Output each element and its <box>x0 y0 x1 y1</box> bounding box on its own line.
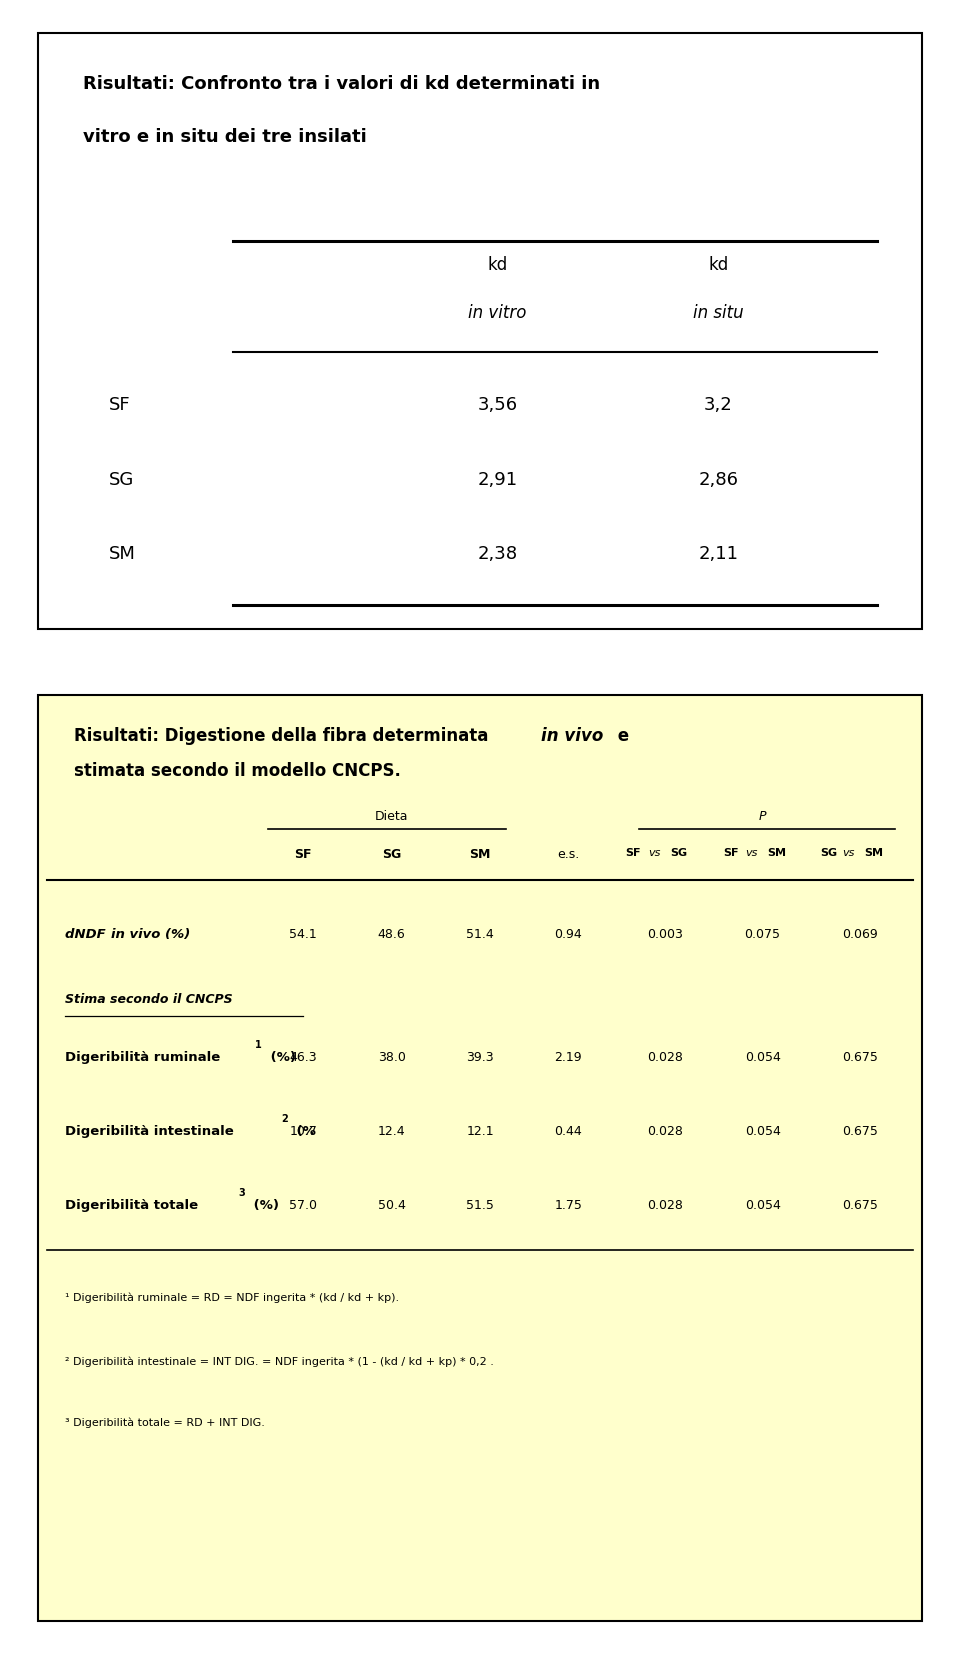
Text: (%: (% <box>292 1125 316 1138</box>
Text: 38.0: 38.0 <box>377 1052 406 1064</box>
Text: 10.7: 10.7 <box>289 1125 318 1138</box>
Text: 0.028: 0.028 <box>648 1052 684 1064</box>
Text: 0.675: 0.675 <box>842 1199 877 1212</box>
Text: 0.675: 0.675 <box>842 1052 877 1064</box>
Text: in situ: in situ <box>693 304 744 323</box>
Text: 3,56: 3,56 <box>478 397 517 414</box>
Text: Dieta: Dieta <box>375 810 408 824</box>
Text: ¹ Digeribilità ruminale = RD = NDF ingerita * (kd / kd + kp).: ¹ Digeribilità ruminale = RD = NDF inger… <box>65 1292 399 1303</box>
Text: 2.19: 2.19 <box>555 1052 582 1064</box>
Text: Risultati: Confronto tra i valori di kd determinati in: Risultati: Confronto tra i valori di kd … <box>83 74 600 93</box>
Text: SG: SG <box>109 471 134 488</box>
Text: 39.3: 39.3 <box>467 1052 493 1064</box>
Text: 51.5: 51.5 <box>466 1199 494 1212</box>
Text: vitro e in situ dei tre insilati: vitro e in situ dei tre insilati <box>83 129 367 146</box>
Text: 0.44: 0.44 <box>555 1125 582 1138</box>
Text: 0.069: 0.069 <box>842 928 877 941</box>
Text: 2: 2 <box>281 1115 288 1125</box>
Text: 12.4: 12.4 <box>378 1125 405 1138</box>
Text: 0.94: 0.94 <box>555 928 582 941</box>
Text: 3,2: 3,2 <box>704 397 732 414</box>
Text: Digeribilità intestinale: Digeribilità intestinale <box>65 1125 238 1138</box>
Text: in vivo: in vivo <box>540 728 603 744</box>
Text: Digeribilità ruminale: Digeribilità ruminale <box>65 1052 225 1064</box>
Text: Stima secondo il CNCPS: Stima secondo il CNCPS <box>65 992 232 1006</box>
Text: Risultati: Digestione della fibra determinata: Risultati: Digestione della fibra determ… <box>74 728 493 744</box>
Text: kd: kd <box>488 256 508 275</box>
Text: ³ Digeribilità totale = RD + INT DIG.: ³ Digeribilità totale = RD + INT DIG. <box>65 1417 265 1427</box>
Text: dNDF: dNDF <box>65 928 110 941</box>
Text: SM: SM <box>864 847 883 857</box>
Text: 0.675: 0.675 <box>842 1125 877 1138</box>
Text: ² Digeribilità intestinale = INT DIG. = NDF ingerita * (1 - (kd / kd + kp) * 0,2: ² Digeribilità intestinale = INT DIG. = … <box>65 1356 493 1368</box>
Text: 0.054: 0.054 <box>745 1125 780 1138</box>
Text: 3: 3 <box>238 1188 245 1199</box>
Text: 0.054: 0.054 <box>745 1199 780 1212</box>
Text: in vivo (%): in vivo (%) <box>111 928 190 941</box>
Text: 0.054: 0.054 <box>745 1052 780 1064</box>
Text: 57.0: 57.0 <box>289 1199 318 1212</box>
Text: SM: SM <box>469 847 491 860</box>
FancyBboxPatch shape <box>38 33 922 629</box>
Text: e.s.: e.s. <box>557 847 580 860</box>
Text: P: P <box>758 810 766 824</box>
Text: SG: SG <box>820 847 837 857</box>
Text: 0.028: 0.028 <box>648 1125 684 1138</box>
Text: SF: SF <box>626 847 641 857</box>
Text: 2,11: 2,11 <box>699 546 738 562</box>
Text: vs: vs <box>842 847 854 857</box>
Text: Digeribilità totale: Digeribilità totale <box>65 1199 203 1212</box>
Text: SM: SM <box>767 847 786 857</box>
FancyBboxPatch shape <box>38 695 922 1621</box>
Text: 46.3: 46.3 <box>290 1052 317 1064</box>
Text: (%): (%) <box>266 1052 296 1064</box>
Text: 2,38: 2,38 <box>478 546 517 562</box>
Text: 2,86: 2,86 <box>699 471 738 488</box>
Text: 54.1: 54.1 <box>290 928 317 941</box>
Text: 0.003: 0.003 <box>648 928 684 941</box>
Text: in vitro: in vitro <box>468 304 527 323</box>
Text: SF: SF <box>109 397 131 414</box>
Text: SG: SG <box>670 847 687 857</box>
Text: (%): (%) <box>249 1199 278 1212</box>
Text: 0.028: 0.028 <box>648 1199 684 1212</box>
Text: SM: SM <box>109 546 136 562</box>
Text: 50.4: 50.4 <box>377 1199 406 1212</box>
Text: 51.4: 51.4 <box>467 928 493 941</box>
Text: SG: SG <box>382 847 401 860</box>
Text: vs: vs <box>648 847 660 857</box>
Text: vs: vs <box>745 847 757 857</box>
Text: 12.1: 12.1 <box>467 1125 493 1138</box>
Text: SF: SF <box>723 847 738 857</box>
Text: SF: SF <box>295 847 312 860</box>
Text: 1: 1 <box>255 1040 262 1050</box>
Text: 2,91: 2,91 <box>478 471 517 488</box>
Text: e: e <box>612 728 629 744</box>
Text: stimata secondo il modello CNCPS.: stimata secondo il modello CNCPS. <box>74 762 400 781</box>
Text: 48.6: 48.6 <box>378 928 405 941</box>
Text: 1.75: 1.75 <box>554 1199 583 1212</box>
Text: kd: kd <box>708 256 729 275</box>
Text: 0.075: 0.075 <box>745 928 780 941</box>
